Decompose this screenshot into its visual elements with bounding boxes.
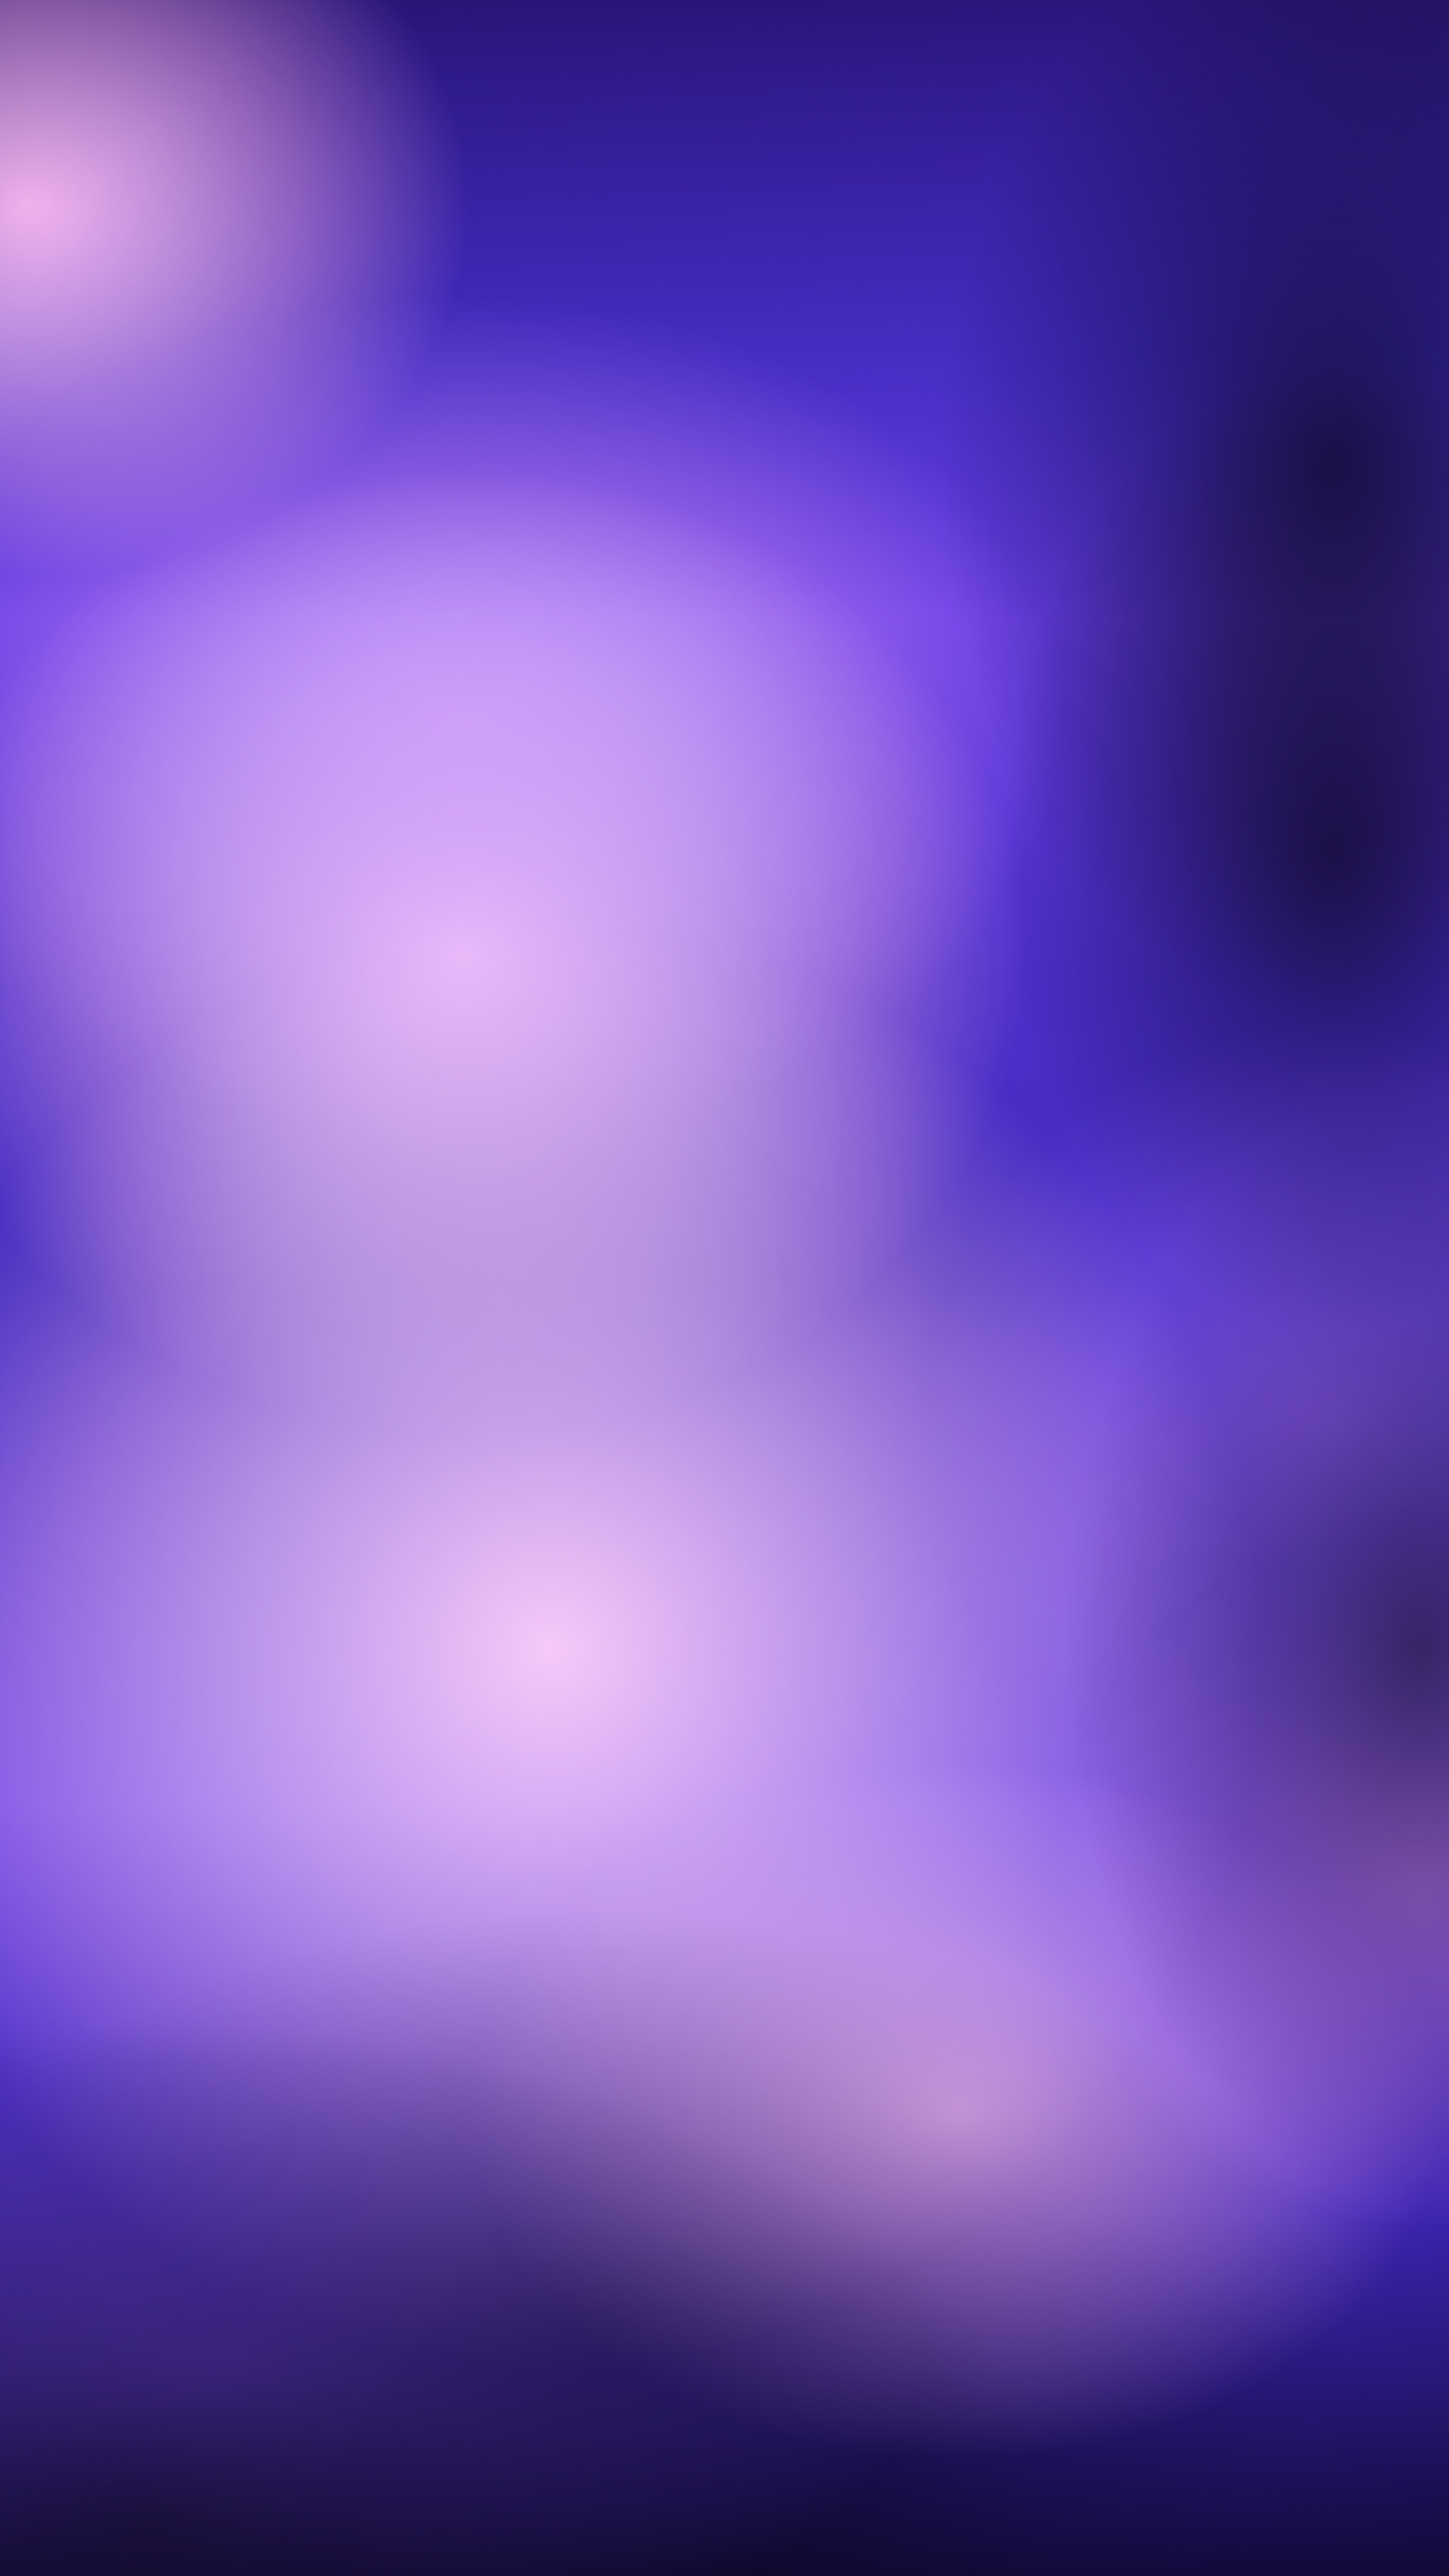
glow-blobs-layer [0,0,1449,2576]
grain-noise-layer [0,0,1449,2576]
abstract-gradient-canvas [0,0,1449,2576]
vignette-layer [0,0,1449,2576]
shadow-folds-layer [0,0,1449,2576]
sheen-layer [0,0,1449,2576]
base-gradient-layer [0,0,1449,2576]
